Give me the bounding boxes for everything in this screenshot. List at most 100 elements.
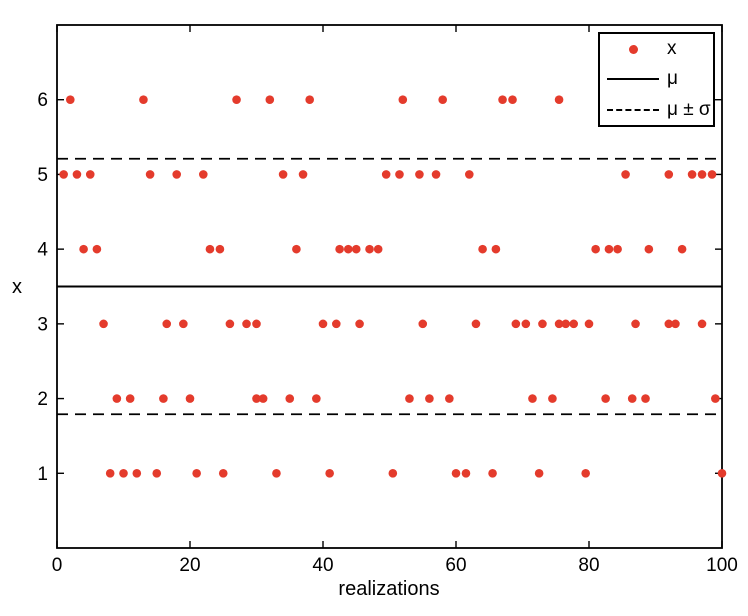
data-point [373,244,383,254]
data-point [112,394,122,403]
data-point [351,244,361,254]
data-point [172,170,181,179]
data-point [697,319,707,329]
data-point [225,319,235,329]
data-point [145,170,155,179]
data-point [438,95,448,105]
data-point [664,319,674,329]
data-point [554,319,564,329]
y-tick-label: 3 [37,314,48,335]
data-point [711,394,720,403]
dashed-line-icon [607,108,659,111]
data-point [278,170,288,179]
x-tick-label: 100 [706,555,738,576]
y-tick-label: 4 [37,240,48,261]
data-point [528,394,537,403]
data-point [511,319,521,329]
data-point [554,95,564,105]
data-point [488,468,497,478]
y-tick-label: 1 [37,464,48,485]
data-point [325,468,334,478]
legend-marker-cell [607,108,659,111]
data-point [79,244,88,254]
data-point [242,319,251,329]
data-point [265,95,275,105]
data-point [398,95,408,105]
data-point [335,244,344,254]
data-point [343,244,353,254]
y-tick-label: 2 [37,389,48,410]
legend-label-mu-sigma: μ ± σ [667,98,711,120]
data-point [405,394,414,403]
data-point [292,244,301,254]
data-point [285,394,295,403]
legend-label-x: x [667,38,677,60]
data-point [119,468,128,478]
y-axis-label: x [12,276,22,298]
x-tick-label: 60 [445,555,466,576]
data-point [508,95,517,105]
data-point [312,394,321,403]
legend-marker-cell [607,78,659,81]
data-point [491,244,501,254]
data-point [332,319,341,329]
data-point [318,319,328,329]
data-point [252,394,261,403]
solid-line-icon [607,78,659,81]
data-point [534,468,544,478]
data-point [355,319,364,329]
data-point [471,319,481,329]
data-point [59,170,68,179]
data-point [687,170,697,179]
x-tick-label: 20 [179,555,200,576]
data-point [631,319,640,329]
data-point [621,170,630,179]
data-point [561,319,571,329]
data-point [451,468,461,478]
data-point [381,170,391,179]
data-point [192,468,201,478]
data-point [139,95,148,105]
data-point [671,319,680,329]
data-point [707,170,717,179]
data-point [395,170,404,179]
x-tick-label: 80 [578,555,599,576]
data-point [717,468,727,478]
data-point [677,244,687,254]
data-point [664,170,674,179]
legend-label-mu: μ [667,68,678,90]
data-point [232,95,241,105]
data-point [205,244,215,254]
data-point [179,319,188,329]
data-point [215,244,225,254]
data-point [461,468,471,478]
data-point [218,468,228,478]
legend-marker-cell [607,44,659,54]
data-point [185,394,195,403]
data-point [162,319,172,329]
data-point [305,95,315,105]
data-point [584,319,594,329]
data-point [498,95,507,105]
data-point [538,319,547,329]
scatter-dot-icon [628,44,638,54]
data-point [132,468,142,478]
data-point [199,170,208,179]
data-point [478,244,487,254]
data-point [388,468,398,478]
data-point [252,319,261,329]
data-point [365,244,374,254]
data-point [418,319,428,329]
legend: x μ μ ± σ [598,32,715,127]
data-point [258,394,268,403]
data-point [601,394,610,403]
data-point [581,468,590,478]
data-point [66,95,75,105]
data-point [159,394,168,403]
data-point [465,170,474,179]
data-point [152,468,162,478]
data-point [85,170,95,179]
data-point [298,170,308,179]
